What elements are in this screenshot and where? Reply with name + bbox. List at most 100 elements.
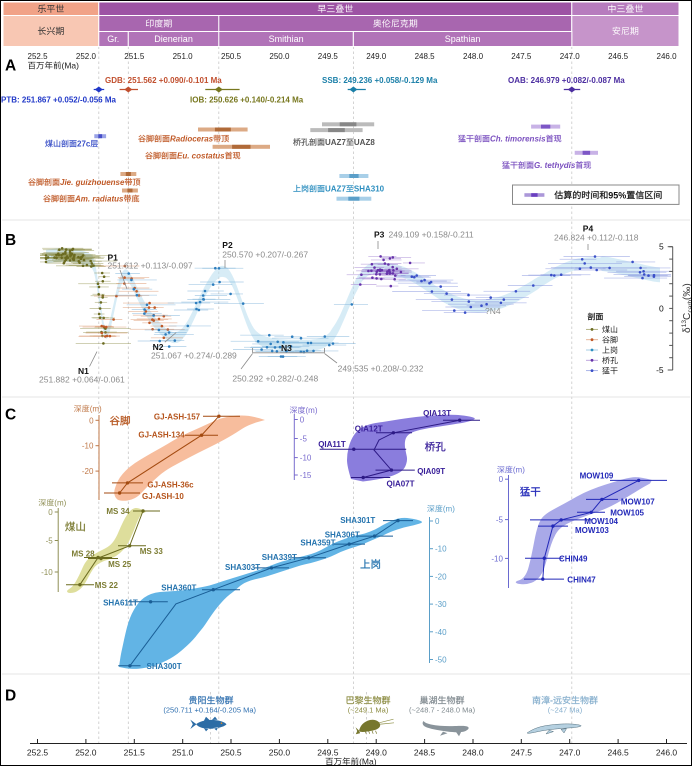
svg-text:δ: δ xyxy=(682,327,692,333)
svg-text:248.0: 248.0 xyxy=(462,748,484,758)
svg-text:5: 5 xyxy=(659,242,664,252)
svg-text:252.5: 252.5 xyxy=(27,748,49,758)
svg-text:251.0: 251.0 xyxy=(172,748,194,758)
svg-text:QIA12T: QIA12T xyxy=(355,425,383,434)
svg-text:249.5: 249.5 xyxy=(318,52,339,61)
svg-text:PTB: 251.867 +0.052/-0.056 Ma: PTB: 251.867 +0.052/-0.056 Ma xyxy=(1,96,117,105)
svg-text:GJ-ASH-157: GJ-ASH-157 xyxy=(154,413,201,422)
svg-text:Ch. timorensis: Ch. timorensis xyxy=(490,135,546,144)
svg-text:MS 28: MS 28 xyxy=(72,550,96,559)
svg-text:-5: -5 xyxy=(46,537,54,546)
svg-text:D: D xyxy=(5,688,16,705)
svg-text:Jie. guizhouense: Jie. guizhouense xyxy=(60,178,125,187)
svg-text:(m): (m) xyxy=(90,405,102,414)
svg-text:(m): (m) xyxy=(54,499,66,508)
svg-text:SHA360T: SHA360T xyxy=(161,584,196,593)
svg-text:-30: -30 xyxy=(435,600,447,609)
svg-text:P2: P2 xyxy=(222,240,233,250)
svg-text:250.0: 250.0 xyxy=(269,52,290,61)
svg-text:MS 25: MS 25 xyxy=(108,560,132,569)
svg-text:251.067 +0.274/-0.289: 251.067 +0.274/-0.289 xyxy=(151,351,237,361)
svg-text:-5: -5 xyxy=(496,516,504,525)
svg-text:(~248.7 - 248.0 Ma): (~248.7 - 248.0 Ma) xyxy=(409,706,476,715)
svg-text:-10: -10 xyxy=(82,442,94,451)
svg-text:Am. radiatus: Am. radiatus xyxy=(74,195,124,204)
svg-text:SHA339T: SHA339T xyxy=(262,553,297,562)
svg-text:?N4: ?N4 xyxy=(485,306,501,316)
svg-text:246.824 +0.112/-0.118: 246.824 +0.112/-0.118 xyxy=(554,233,639,243)
svg-text:249.0: 249.0 xyxy=(366,52,387,61)
svg-text:SHA359T: SHA359T xyxy=(300,539,335,548)
svg-text:0: 0 xyxy=(499,475,504,484)
svg-text:252.5: 252.5 xyxy=(28,52,49,61)
svg-text:250.5: 250.5 xyxy=(220,748,242,758)
svg-text:(~247 Ma): (~247 Ma) xyxy=(548,706,583,715)
svg-text:MOW109: MOW109 xyxy=(580,472,614,481)
svg-text:MOW104: MOW104 xyxy=(584,517,618,526)
svg-text:250.570 +0.207/-0.267: 250.570 +0.207/-0.267 xyxy=(222,250,308,260)
svg-text:UAZ7: UAZ7 xyxy=(325,138,346,147)
svg-text:QIA07T: QIA07T xyxy=(387,480,415,489)
svg-text:(~249.1 Ma): (~249.1 Ma) xyxy=(348,706,389,715)
svg-text:OAB: 246.979 +0.082/-0.087 Ma: OAB: 246.979 +0.082/-0.087 Ma xyxy=(508,76,625,85)
svg-text:-: - xyxy=(550,696,553,706)
svg-text:0: 0 xyxy=(89,416,94,425)
svg-text:C: C xyxy=(682,313,692,320)
svg-text:252.0: 252.0 xyxy=(75,748,97,758)
svg-text:Smithian: Smithian xyxy=(269,34,304,44)
svg-text:(‰): (‰) xyxy=(682,283,692,300)
svg-text:-15: -15 xyxy=(300,471,312,480)
svg-text:0: 0 xyxy=(659,303,664,313)
svg-text:95%: 95% xyxy=(608,190,626,200)
svg-text:-5: -5 xyxy=(656,365,664,375)
svg-text:0: 0 xyxy=(48,508,53,517)
svg-text:247.5: 247.5 xyxy=(511,748,533,758)
svg-text:P4: P4 xyxy=(583,224,594,234)
svg-text:MOW103: MOW103 xyxy=(575,526,609,535)
svg-text:Dienerian: Dienerian xyxy=(154,34,193,44)
svg-text:251.612 +0.113/-0.097: 251.612 +0.113/-0.097 xyxy=(108,261,193,271)
svg-text:251.5: 251.5 xyxy=(124,748,146,758)
svg-text:249.535 +0.208/-0.232: 249.535 +0.208/-0.232 xyxy=(338,364,424,374)
svg-text:SHA611T: SHA611T xyxy=(103,599,138,608)
svg-text:-20: -20 xyxy=(435,572,447,581)
svg-text:246.0: 246.0 xyxy=(657,52,678,61)
svg-text:-10: -10 xyxy=(300,454,312,463)
svg-text:CHIN49: CHIN49 xyxy=(559,555,588,564)
svg-text:246.0: 246.0 xyxy=(656,748,678,758)
svg-text:247.5: 247.5 xyxy=(511,52,532,61)
svg-text:-50: -50 xyxy=(435,656,447,665)
svg-text:249.109 +0.158/-0.211: 249.109 +0.158/-0.211 xyxy=(389,230,474,240)
svg-text:0: 0 xyxy=(300,416,305,425)
svg-text:247.0: 247.0 xyxy=(559,748,581,758)
svg-text:248.0: 248.0 xyxy=(463,52,484,61)
svg-text:B: B xyxy=(5,232,16,249)
svg-text:N2: N2 xyxy=(153,342,164,352)
svg-text:SSB: 249.236 +0.058/-0.129 Ma: SSB: 249.236 +0.058/-0.129 Ma xyxy=(322,76,438,85)
svg-text:SHA310: SHA310 xyxy=(354,185,385,194)
svg-text:MS 22: MS 22 xyxy=(95,581,119,590)
svg-text:250.0: 250.0 xyxy=(269,748,291,758)
svg-text:-40: -40 xyxy=(435,628,447,637)
svg-text:MOW107: MOW107 xyxy=(621,498,655,507)
svg-text:27c: 27c xyxy=(77,140,91,149)
svg-text:246.5: 246.5 xyxy=(608,748,630,758)
svg-text:GJ-ASH-36c: GJ-ASH-36c xyxy=(147,481,194,490)
svg-text:Radioceras: Radioceras xyxy=(170,135,214,144)
svg-text:(m): (m) xyxy=(306,406,318,415)
svg-text:252.0: 252.0 xyxy=(76,52,97,61)
svg-text:-10: -10 xyxy=(435,545,447,554)
svg-text:IOB: 250.626 +0.140/-0.214 Ma: IOB: 250.626 +0.140/-0.214 Ma xyxy=(190,96,304,105)
svg-text:UAZ7: UAZ7 xyxy=(325,185,346,194)
svg-text:SHA300T: SHA300T xyxy=(147,662,182,671)
svg-text:SHA306T: SHA306T xyxy=(325,531,360,540)
svg-text:250.5: 250.5 xyxy=(221,52,242,61)
svg-text:(m): (m) xyxy=(443,505,455,514)
svg-text:MOW105: MOW105 xyxy=(610,509,644,518)
svg-text:248.5: 248.5 xyxy=(414,748,436,758)
svg-text:(Ma): (Ma) xyxy=(62,61,80,71)
svg-text:251.0: 251.0 xyxy=(173,52,194,61)
svg-text:QIA13T: QIA13T xyxy=(423,409,451,418)
svg-text:carb: carb xyxy=(687,299,692,312)
svg-text:GJ-ASH-10: GJ-ASH-10 xyxy=(142,492,184,501)
